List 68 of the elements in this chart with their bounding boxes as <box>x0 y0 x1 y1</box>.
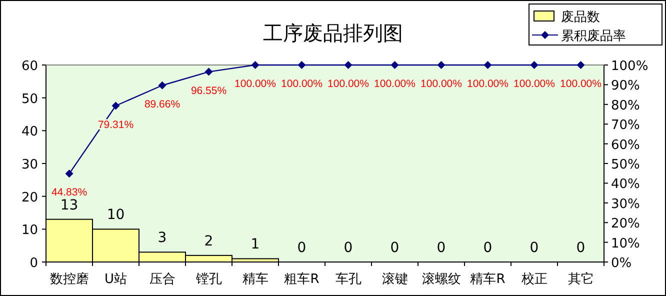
x-tick-label: 精车R <box>470 272 506 287</box>
y2-tick-label: 60% <box>611 138 640 153</box>
data-label: 0 <box>530 240 539 256</box>
y2-tick-label: 30% <box>611 196 640 212</box>
y2-tick-label: 0% <box>611 256 632 271</box>
point <box>65 170 74 178</box>
data-label: 0 <box>297 240 306 256</box>
legend-label: 废品数 <box>561 10 600 25</box>
y2-tick-label: 20% <box>611 216 640 232</box>
data-label: 2 <box>204 233 214 250</box>
y-tick-label: 30 <box>21 158 38 172</box>
data-label: 100.00% <box>560 78 602 90</box>
x-tick-label: 数控磨 <box>50 272 89 287</box>
point <box>112 102 120 110</box>
y2-tick-label: 40% <box>611 177 640 192</box>
data-label: 0 <box>436 240 446 256</box>
data-label: 100.00% <box>420 78 462 90</box>
y2-tick-label: 90% <box>611 78 640 94</box>
data-label: 100.00% <box>374 78 416 90</box>
x-tick-label: 其它 <box>568 271 594 287</box>
x-tick-label: 精车 <box>242 272 268 287</box>
x-tick-label: 粗车R <box>284 272 320 287</box>
data-label: 0 <box>576 240 586 256</box>
x-tick-label: 镗孔 <box>194 272 222 287</box>
data-label: 100.00% <box>514 78 555 90</box>
data-label: 44.83% <box>51 186 88 199</box>
y2-tick-label: 50% <box>611 158 640 172</box>
x-tick-label: U站 <box>104 272 128 287</box>
x-tick-label: 车孔 <box>335 272 362 287</box>
point <box>576 61 585 69</box>
data-label: 100.00% <box>328 78 369 90</box>
data-label: 100.00% <box>234 78 276 90</box>
point <box>530 61 538 69</box>
x-tick-label: 压合 <box>149 272 176 287</box>
point <box>437 61 446 69</box>
x-tick-label: 校正 <box>520 272 548 287</box>
y-tick-label: 0 <box>30 256 38 271</box>
y-tick-label: 50 <box>21 92 38 107</box>
y-tick-label: 10 <box>21 223 38 238</box>
data-label: 100.00% <box>467 78 508 90</box>
y-tick-label: 40 <box>21 124 38 140</box>
y2-tick-label: 70% <box>611 118 640 134</box>
x-tick-label: 滚螺纹 <box>422 272 461 287</box>
y2-tick-label: 100% <box>611 59 648 74</box>
data-label: 100.00% <box>281 78 322 90</box>
point <box>158 81 166 90</box>
data-label: 0 <box>344 240 353 256</box>
y-tick-label: 20 <box>21 190 38 206</box>
legend-label: 累积废品率 <box>561 28 626 44</box>
point <box>484 61 492 69</box>
data-label: 1 <box>250 236 260 253</box>
point <box>298 61 306 69</box>
data-label: 0 <box>483 240 492 256</box>
y2-tick-label: 80% <box>611 98 640 114</box>
data-label: 13 <box>60 197 78 214</box>
data-label: 89.66% <box>144 98 180 110</box>
data-label: 96.55% <box>190 84 227 97</box>
point <box>251 61 260 69</box>
y-tick-label: 60 <box>21 59 38 74</box>
data-label: 3 <box>158 230 167 246</box>
y2-tick-label: 10% <box>611 236 640 252</box>
point <box>390 61 399 69</box>
data-label: 10 <box>106 207 125 224</box>
point <box>204 68 213 76</box>
data-label: 0 <box>390 240 400 256</box>
chart-title: 工序废品排列图 <box>263 21 403 45</box>
x-tick-label: 滚键 <box>382 272 408 287</box>
point <box>344 61 352 69</box>
